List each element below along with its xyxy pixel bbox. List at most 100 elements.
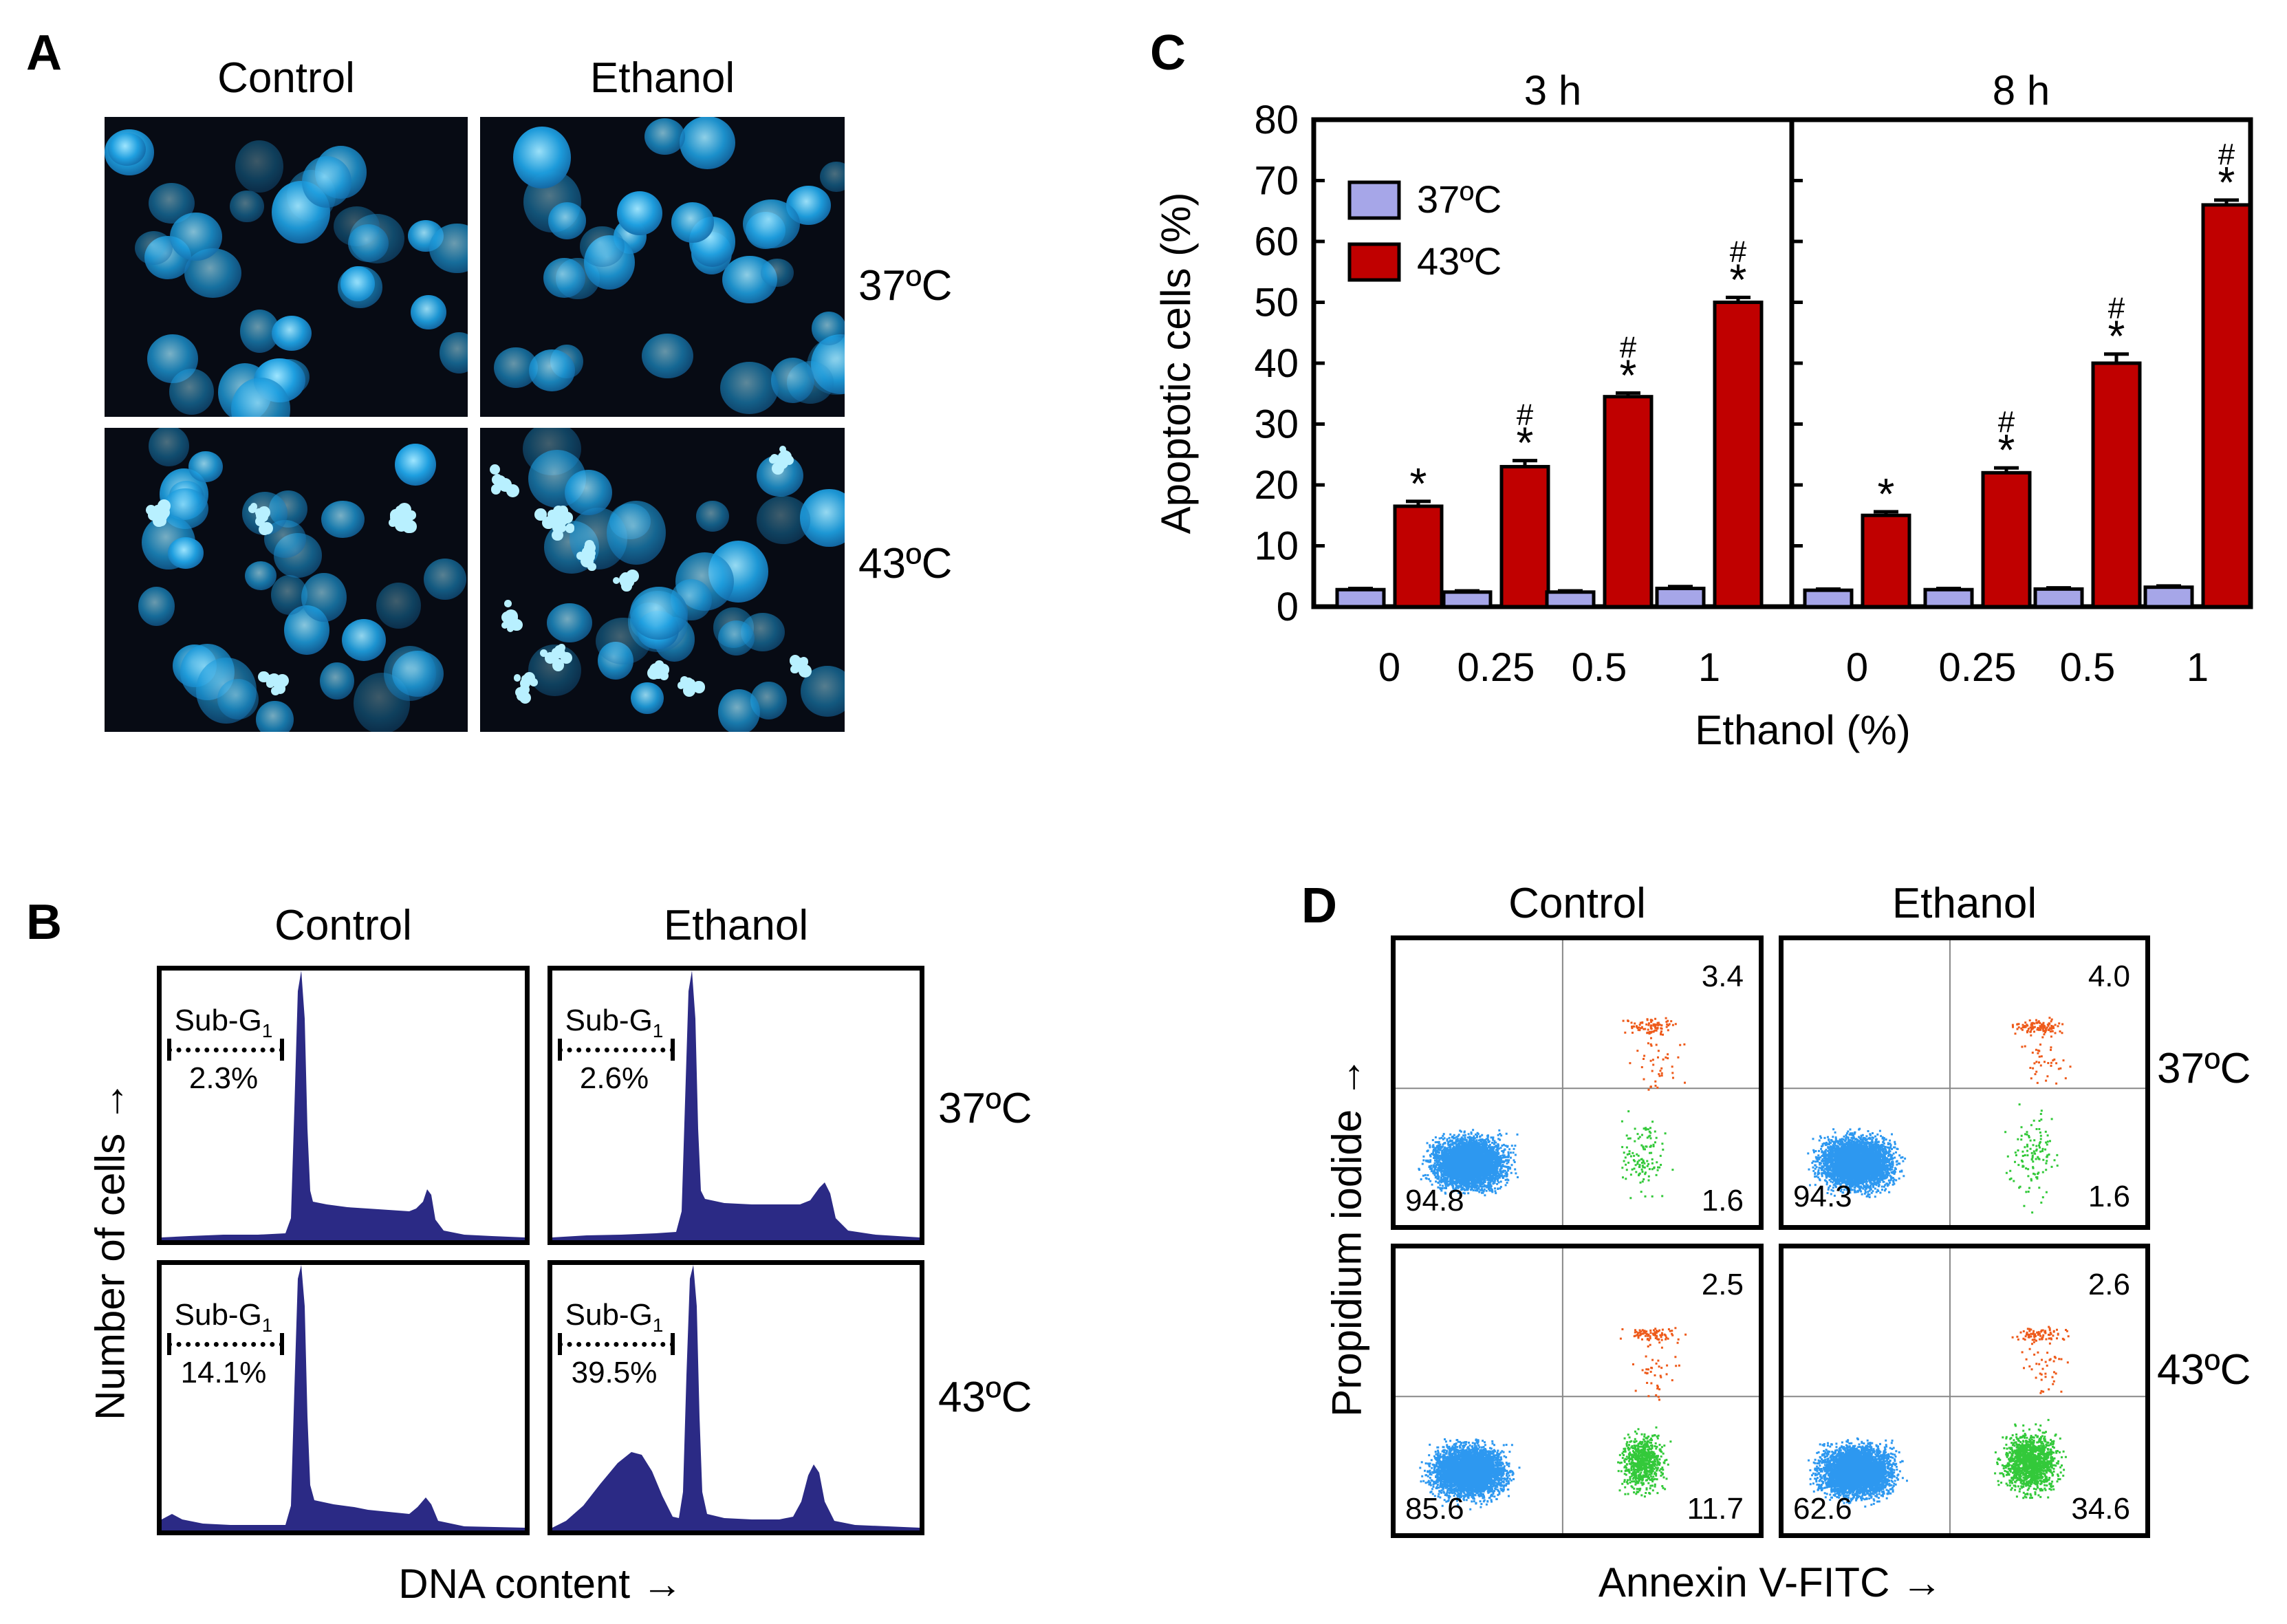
panel-a-row-37c: 37ºC	[858, 262, 953, 310]
panel-b-row-43c: 43ºC	[938, 1374, 1032, 1421]
y-axis-title: Apoptotic cells (%)	[1153, 193, 1199, 534]
x-tick-label: 0	[1378, 645, 1400, 690]
subg1-range-bar	[558, 1333, 675, 1355]
cell-nucleus	[320, 662, 354, 700]
histogram-control-43c: Sub-G1 14.1%	[157, 1260, 530, 1535]
live-cell-population	[1807, 1127, 1907, 1198]
late-apoptotic-population-points	[2011, 1325, 2070, 1345]
cell-nucleus	[244, 561, 277, 591]
apoptotic-fragment	[657, 664, 666, 674]
cell-nucleus	[217, 678, 259, 719]
live-cell-population-points	[1807, 1127, 1907, 1198]
live-cell-population-points	[1419, 1438, 1521, 1511]
significance-hash: #	[1620, 330, 1637, 364]
significance-star: *	[2108, 312, 2125, 361]
facs-plot-ethanol-43c: 2.6 62.6 34.6	[1779, 1244, 2150, 1538]
legend-label: 37ºC	[1417, 177, 1502, 221]
subg1-range-bar	[167, 1333, 284, 1355]
apoptotic-fragment	[274, 683, 286, 694]
significance-star: *	[1730, 255, 1747, 304]
cell-nucleus	[391, 650, 444, 697]
late-apoptotic-population	[2011, 1017, 2064, 1037]
apoptotic-fragment	[621, 573, 631, 583]
quadrant-lower-right-value: 1.6	[2088, 1180, 2130, 1213]
late-apoptotic-scatter	[1629, 1037, 1686, 1091]
apoptotic-fragment	[768, 455, 777, 464]
apoptotic-fragment	[506, 484, 519, 498]
legend-swatch	[1347, 180, 1401, 220]
panel-c-label: C	[1150, 25, 1186, 80]
panel-d-header-control: Control	[1508, 880, 1646, 927]
x-tick-label: 1	[2187, 645, 2209, 690]
cell-nucleus	[696, 500, 730, 532]
significance-star: *	[2218, 158, 2235, 207]
cell-nucleus	[548, 202, 587, 240]
apoptotic-fragment	[552, 529, 563, 541]
bar	[1923, 587, 1974, 609]
apoptotic-fragment	[790, 664, 799, 674]
apoptotic-fragment	[779, 451, 792, 464]
apoptotic-fragment	[539, 649, 548, 658]
cell-nucleus	[717, 689, 761, 732]
cell-nucleus	[235, 140, 284, 193]
early-apoptotic-population-points	[2004, 1103, 2059, 1214]
cell-nucleus	[580, 226, 625, 267]
histogram-control-37c: Sub-G1 2.3%	[157, 966, 530, 1245]
quadrant-upper-right-value: 2.5	[1701, 1268, 1744, 1301]
cell-nucleus	[761, 259, 794, 287]
subg1-label: Sub-G	[174, 1298, 262, 1332]
apoptotic-fragment	[147, 510, 159, 521]
cell-nucleus	[631, 682, 664, 715]
y-tick-label: 0	[1277, 585, 1299, 629]
facs-plot-control-43c: 2.5 85.6 11.7	[1391, 1244, 1764, 1538]
cell-nucleus	[547, 603, 593, 642]
early-apoptotic-population	[2004, 1103, 2059, 1214]
apoptotic-fragment	[513, 674, 521, 682]
significance-star: *	[1620, 350, 1637, 400]
cell-nucleus	[616, 191, 663, 236]
cell-nucleus	[644, 118, 685, 155]
subg1-range-bar	[558, 1039, 675, 1061]
subg1-percent-ethanol-37c: 2.6%	[579, 1061, 649, 1095]
micrograph-control-37c	[105, 117, 468, 417]
panel-title: 3 h	[1524, 67, 1581, 113]
apoptotic-fragment	[504, 599, 512, 607]
y-tick-label: 50	[1254, 281, 1299, 325]
cell-nucleus	[583, 235, 636, 290]
apoptotic-fragment	[581, 554, 594, 568]
x-tick-label: 0.25	[1939, 645, 2017, 690]
apoptotic-fragment	[612, 577, 620, 585]
scatter-plot	[1396, 1248, 1759, 1533]
apoptotic-fragment	[560, 651, 573, 664]
subg1-subscript: 1	[261, 1019, 273, 1041]
facs-plot-control-37c: 3.4 94.8 1.6	[1391, 935, 1764, 1230]
panel-b-row-37c: 37ºC	[938, 1085, 1032, 1132]
cell-nucleus	[598, 642, 633, 680]
apoptotic-fragment	[250, 503, 258, 510]
bar	[2201, 203, 2252, 609]
cell-nucleus	[169, 369, 214, 415]
apoptotic-fragment	[505, 614, 518, 627]
bar	[2033, 587, 2084, 609]
quadrant-upper-right-value: 3.4	[1701, 960, 1744, 993]
cell-nucleus	[529, 349, 576, 392]
cell-nucleus	[680, 117, 736, 169]
panel-a-header-ethanol: Ethanol	[589, 54, 735, 102]
y-tick-label: 20	[1254, 463, 1299, 508]
apoptotic-fragment	[390, 516, 400, 526]
panel-b-y-axis-title: Number of cells →	[87, 1081, 133, 1420]
early-apoptotic-population-points	[1994, 1418, 2067, 1500]
bar	[1981, 470, 2032, 609]
cell-nucleus	[800, 488, 845, 548]
cell-nucleus	[565, 469, 613, 516]
apoptotic-fragment	[258, 523, 270, 535]
bar	[1803, 588, 1854, 609]
cell-nucleus	[771, 358, 815, 404]
apoptotic-fragment	[558, 644, 565, 651]
panel-a-label: A	[26, 25, 62, 80]
apoptotic-fragment	[582, 548, 591, 556]
late-apoptotic-population-points	[1622, 1017, 1677, 1036]
apoptotic-fragment	[515, 687, 526, 698]
cell-nucleus	[543, 257, 585, 298]
apoptotic-fragment	[693, 681, 706, 694]
